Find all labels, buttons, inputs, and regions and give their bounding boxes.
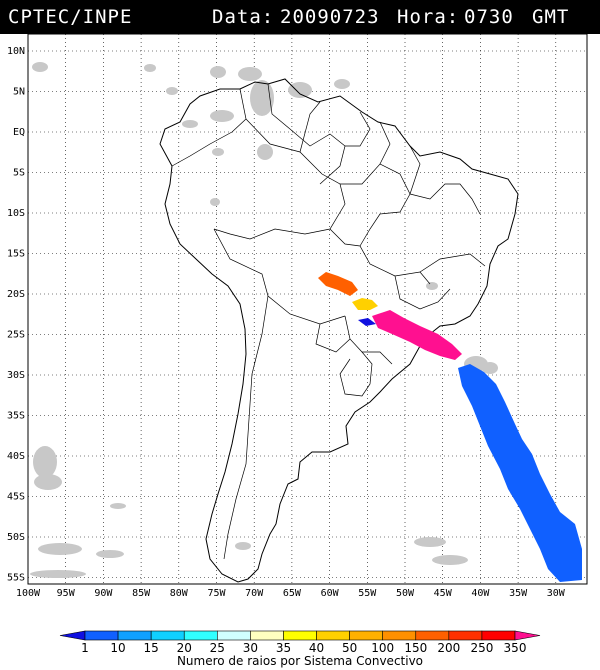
legend-tick-label: 25 bbox=[210, 641, 225, 655]
source-label: CPTEC/INPE bbox=[8, 6, 133, 28]
lat-label: 50S bbox=[7, 532, 25, 543]
lon-label: 45W bbox=[434, 588, 453, 599]
lon-label: 35W bbox=[509, 588, 528, 599]
lat-label: EQ bbox=[13, 127, 25, 138]
legend-swatch bbox=[283, 630, 317, 641]
legend-swatch bbox=[481, 630, 516, 641]
legend-swatch bbox=[84, 630, 119, 641]
legend-tick-label: 250 bbox=[470, 641, 493, 655]
legend-swatch bbox=[183, 630, 218, 641]
lon-label: 95W bbox=[57, 588, 76, 599]
lat-label: 25S bbox=[7, 330, 25, 341]
lightning-map: 10N5NEQ5S10S15S20S25S30S35S40S45S50S55S … bbox=[7, 34, 588, 655]
legend-tick-label: 150 bbox=[404, 641, 427, 655]
system-blue-small bbox=[358, 318, 376, 326]
legend-tick-label: 15 bbox=[144, 641, 159, 655]
date-label: Data: bbox=[212, 6, 275, 28]
legend-arrow-right bbox=[514, 630, 541, 641]
lon-label: 80W bbox=[170, 588, 189, 599]
lon-label: 60W bbox=[321, 588, 340, 599]
system-blue-large bbox=[458, 364, 582, 582]
latitude-labels: 10N 5N EQ 5S 10S 15S 20S 25S 30S 35S 40S 45S 50S 55S bbox=[7, 46, 25, 584]
legend-tick-label: 40 bbox=[309, 641, 324, 655]
legend-tick-label: 30 bbox=[243, 641, 258, 655]
map-frame bbox=[27, 34, 588, 585]
lat-label: 45S bbox=[7, 492, 25, 503]
legend-arrow-left bbox=[59, 630, 86, 641]
system-yellow bbox=[352, 298, 378, 310]
lat-label: 30S bbox=[7, 370, 25, 381]
convective-systems bbox=[318, 272, 582, 582]
system-orange bbox=[318, 272, 358, 296]
legend-tick-label: 350 bbox=[504, 641, 527, 655]
legend-swatch bbox=[415, 630, 450, 641]
legend-tick-label: 200 bbox=[437, 641, 460, 655]
time-zone: GMT bbox=[532, 6, 570, 28]
lon-label: 40W bbox=[471, 588, 490, 599]
legend-tick-label: 10 bbox=[110, 641, 125, 655]
lat-label: 10N bbox=[7, 46, 25, 57]
lat-label: 5N bbox=[13, 87, 25, 98]
legend-swatch bbox=[117, 630, 152, 641]
legend-swatch bbox=[382, 630, 417, 641]
legend-tick-label: 20 bbox=[177, 641, 192, 655]
lon-label: 50W bbox=[396, 588, 415, 599]
system-magenta bbox=[372, 310, 462, 360]
lat-label: 15S bbox=[7, 249, 25, 260]
time-label: Hora: bbox=[397, 6, 460, 28]
map-header: CPTEC/INPE Data: 20090723 Hora: 0730 GMT bbox=[0, 0, 600, 34]
lat-label: 35S bbox=[7, 411, 25, 422]
south-america-coastline bbox=[159, 78, 519, 583]
lon-label: 75W bbox=[207, 588, 226, 599]
legend-ticks: 1 10 15 20 25 30 35 40 50 100 150 200 250 350 bbox=[81, 641, 526, 655]
lon-label: 30W bbox=[547, 588, 566, 599]
lat-label: 55S bbox=[7, 573, 25, 584]
lon-label: 70W bbox=[245, 588, 264, 599]
legend-tick-label: 1 bbox=[81, 641, 89, 655]
legend-swatch bbox=[316, 630, 350, 641]
lat-label: 20S bbox=[7, 289, 25, 300]
cloud-features bbox=[30, 62, 530, 578]
legend-tick-label: 35 bbox=[276, 641, 291, 655]
legend-swatch bbox=[150, 630, 185, 641]
legend-tick-label: 100 bbox=[371, 641, 394, 655]
legend-tick-label: 50 bbox=[342, 641, 357, 655]
country-borders bbox=[171, 83, 486, 560]
lon-label: 85W bbox=[132, 588, 151, 599]
lon-label: 55W bbox=[358, 588, 377, 599]
legend-swatch bbox=[217, 630, 251, 641]
lat-label: 10S bbox=[7, 208, 25, 219]
legend-swatch bbox=[349, 630, 383, 641]
time-value: 0730 bbox=[464, 6, 514, 28]
lat-label: 5S bbox=[13, 168, 25, 179]
lon-label: 90W bbox=[94, 588, 113, 599]
lon-label: 100W bbox=[16, 588, 41, 599]
legend-title: Numero de raios por Sistema Convectivo bbox=[176, 654, 424, 668]
legend-swatch bbox=[250, 630, 284, 641]
lat-label: 40S bbox=[7, 451, 25, 462]
longitude-labels: 100W 95W 90W 85W 80W 75W 70W 65W 60W 55W 50W 45W 40W… bbox=[16, 588, 566, 599]
lon-label: 65W bbox=[283, 588, 302, 599]
date-value: 20090723 bbox=[280, 6, 380, 28]
legend-colorbar bbox=[59, 630, 541, 641]
legend-swatch bbox=[448, 630, 483, 641]
